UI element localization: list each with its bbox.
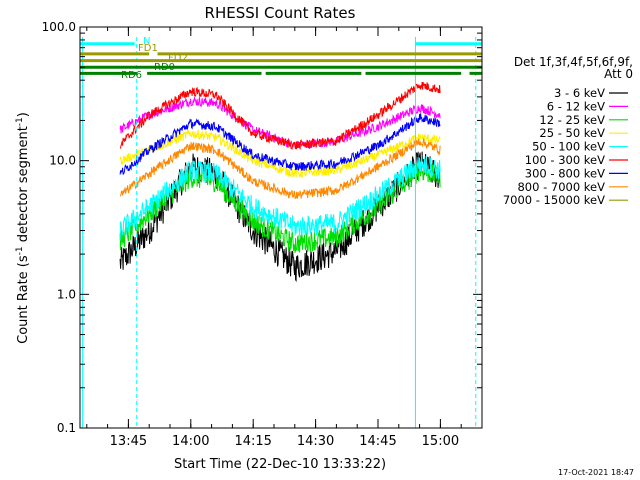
y-axis-label: Count Rate (s-1 detector segment-1) [15, 112, 31, 344]
legend-entry-label: 300 - 800 keV [525, 166, 605, 180]
series-line [119, 138, 441, 199]
status-bar-label: RD6 [121, 70, 142, 81]
x-tick-label: 14:30 [297, 434, 334, 449]
legend-entry-label: 100 - 300 keV [525, 153, 605, 167]
legend-title-line-2: Att 0 [604, 67, 633, 81]
y-tick-label: 0.1 [57, 421, 76, 435]
x-tick-label: 14:45 [359, 434, 396, 449]
status-bar-label: FD1 [138, 43, 158, 54]
legend-entry-label: 3 - 6 keV [554, 86, 605, 100]
y-axis-label-part: -1 [15, 246, 25, 255]
y-tick-label: 1.0 [57, 287, 76, 301]
legend: Det 1f,3f,4f,5f,6f,9f, Att 0 3 - 6 keV6 … [503, 55, 633, 207]
series-line [119, 154, 441, 241]
series-line [119, 129, 441, 179]
chart-title: RHESSI Count Rates [205, 4, 356, 22]
series-line [119, 81, 441, 150]
plot-frame [79, 26, 483, 429]
status-bar-label: N [143, 36, 150, 47]
y-tick-label: 10.0 [49, 154, 76, 168]
series-line [119, 95, 441, 150]
legend-entry-label: 7000 - 15000 keV [503, 193, 605, 207]
legend-entry-label: 6 - 12 keV [547, 99, 605, 113]
y-axis-label-part: detector segment [16, 126, 31, 246]
status-bar-label: FD2 [168, 53, 188, 64]
x-tick-label: 14:15 [234, 434, 271, 449]
legend-entry-label: 12 - 25 keV [539, 113, 605, 127]
legend-entry-label: 25 - 50 keV [539, 126, 605, 140]
y-axis: 0.1 1.0 10.0 100.0 [42, 20, 482, 435]
x-axis: 13:45 14:00 14:15 14:30 14:45 15:00 [86, 27, 483, 449]
legend-title-line-1: Det 1f,3f,4f,5f,6f,9f, [514, 55, 633, 69]
y-tick-label: 100.0 [42, 20, 76, 34]
legend-entry-label: 800 - 7000 keV [517, 180, 605, 194]
footer-timestamp: 17-Oct-2021 18:47 [558, 468, 634, 477]
y-axis-label-part: ) [16, 112, 31, 117]
x-tick-label: 15:00 [422, 434, 459, 449]
x-tick-label: 13:45 [110, 434, 147, 449]
y-axis-label-part: -1 [15, 117, 25, 126]
series-line [119, 113, 441, 175]
x-axis-label: Start Time (22-Dec-10 13:33:22) [174, 457, 386, 472]
x-tick-label: 14:00 [172, 434, 209, 449]
legend-entry-label: 50 - 100 keV [532, 140, 605, 154]
status-bar-label: RD0 [154, 62, 175, 73]
y-axis-label-part: Count Rate (s [16, 255, 31, 344]
